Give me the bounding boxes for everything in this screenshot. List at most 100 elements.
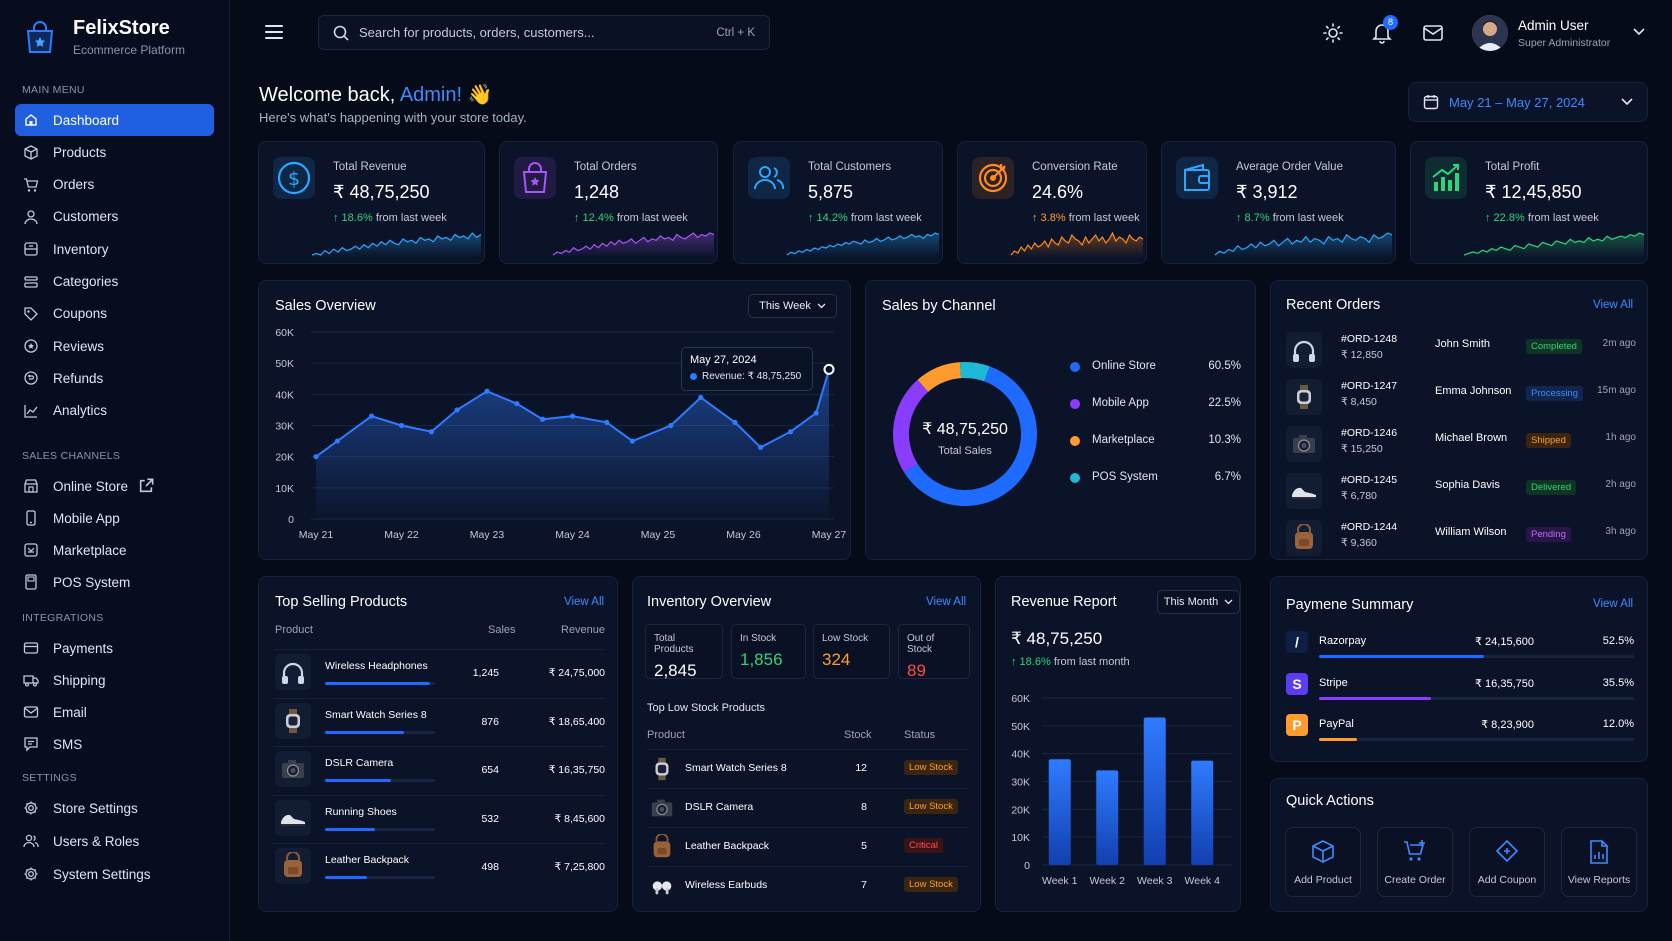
sales-data-point[interactable] [629, 438, 635, 444]
sales-data-point[interactable] [368, 413, 375, 419]
inventory-stat-box[interactable]: In Stock 1,856 [731, 624, 806, 679]
sidebar-item-analytics[interactable]: Analytics [15, 395, 214, 427]
hamburger-menu-icon[interactable] [265, 24, 283, 40]
chevron-down-icon[interactable] [1633, 28, 1645, 36]
order-row[interactable]: #ORD-1246 ₹ 15,250 Michael Brown Shipped… [1286, 423, 1636, 465]
quick-action-add-product[interactable]: Add Product [1285, 827, 1361, 897]
quick-action-add-coupon[interactable]: Add Coupon [1469, 827, 1545, 897]
sales-data-point[interactable] [484, 388, 490, 394]
stat-card-total-orders[interactable]: Total Orders 1,248 ↑ 12.4% from last wee… [499, 141, 718, 264]
sidebar-item-orders[interactable]: Orders [15, 169, 214, 201]
sales-data-point[interactable] [787, 429, 794, 435]
welcome-subtitle: Here's what's happening with your store … [259, 110, 527, 125]
sidebar-item-mobile-app[interactable]: Mobile App [15, 502, 214, 534]
notifications-button[interactable]: 8 [1372, 15, 1398, 44]
sidebar-item-email[interactable]: Email [15, 696, 214, 728]
table-row[interactable]: Running Shoes 532 ₹ 8,45,600 [273, 794, 605, 839]
stat-card-total-profit[interactable]: Total Profit ₹ 12,45,850 ↑ 22.8% from la… [1410, 141, 1648, 264]
stat-card-average-order-value[interactable]: Average Order Value ₹ 3,912 ↑ 8.7% from … [1161, 141, 1396, 264]
inventory-stat-box[interactable]: Low Stock 324 [813, 624, 890, 679]
donut-slice-marketplace[interactable] [917, 362, 962, 392]
revenue-bar[interactable] [1048, 759, 1071, 865]
sales-data-point[interactable] [428, 429, 435, 435]
sales-period-dropdown[interactable]: This Week [748, 294, 837, 318]
inventory-stat-box[interactable]: Out of Stock 89 [898, 624, 970, 680]
sales-data-point[interactable] [539, 416, 546, 422]
sidebar-item-reviews[interactable]: Reviews [15, 330, 214, 362]
table-row[interactable]: Wireless Earbuds 7 Low Stock [647, 866, 967, 904]
inventory-stat-box[interactable]: Total Products 2,845 [645, 624, 723, 680]
sales-data-point[interactable] [398, 422, 405, 429]
sales-data-point[interactable] [668, 422, 674, 429]
sidebar-item-payments[interactable]: Payments [15, 632, 214, 664]
payment-row[interactable]: S Stripe ₹ 16,35,750 35.5% [1286, 672, 1634, 711]
sales-data-point[interactable] [454, 407, 460, 413]
table-row[interactable]: Smart Watch Series 8 12 Low Stock [647, 749, 967, 787]
create-order-icon [1404, 840, 1425, 861]
table-row[interactable]: DSLR Camera 8 Low Stock [647, 788, 967, 826]
sales-data-point[interactable] [732, 419, 738, 425]
sidebar-item-refunds[interactable]: Refunds [15, 362, 214, 394]
sales-data-point[interactable] [604, 419, 610, 425]
donut-slice-pos-system[interactable] [959, 362, 990, 382]
revenue-period-dropdown[interactable]: This Month [1157, 590, 1240, 614]
sales-data-point[interactable] [698, 394, 704, 401]
revenue-bar[interactable] [1191, 760, 1214, 865]
sidebar-item-dashboard[interactable]: Dashboard [15, 104, 214, 136]
table-row[interactable]: DSLR Camera 654 ₹ 16,35,750 [273, 746, 605, 790]
order-amount: ₹ 6,780 [1341, 490, 1377, 502]
quick-action-view-reports[interactable]: View Reports [1561, 827, 1637, 897]
sales-data-point[interactable] [813, 410, 819, 416]
order-row[interactable]: #ORD-1245 ₹ 6,780 Sophia Davis Delivered… [1286, 470, 1636, 512]
user-avatar[interactable] [1472, 15, 1508, 51]
quick-action-create-order[interactable]: Create Order [1377, 827, 1453, 897]
sidebar-item-system-settings[interactable]: System Settings [15, 858, 214, 890]
sidebar-item-marketplace[interactable]: Marketplace [15, 534, 214, 566]
table-row[interactable]: Wireless Headphones 1,245 ₹ 24,75,000 [273, 649, 605, 693]
table-row[interactable]: Leather Backpack 498 ₹ 7,25,800 [273, 843, 605, 887]
recent-orders-view-all-link[interactable]: View All [1593, 299, 1634, 311]
revenue-bar-chart[interactable]: 0 10K 20K 30K 40K 50K 60K Week 1 Week 2 Week 3 Wee… [996, 577, 1242, 913]
sidebar-item-sms[interactable]: SMS [15, 728, 214, 760]
sidebar-item-store-settings[interactable]: Store Settings [15, 792, 214, 824]
order-row[interactable]: #ORD-1247 ₹ 8,450 Emma Johnson Processin… [1286, 376, 1636, 418]
payment-view-all-link[interactable]: View All [1593, 598, 1634, 610]
sales-line-chart[interactable]: 0 10K 20K 30K 40K 50K 60K May 21 May 22 May 23 May… [259, 281, 852, 561]
stat-card-conversion-rate[interactable]: Conversion Rate 24.6% ↑ 3.8% from last w… [957, 141, 1147, 264]
sidebar-item-users-roles[interactable]: Users & Roles [15, 825, 214, 857]
theme-toggle-sun-icon[interactable] [1323, 23, 1343, 43]
sidebar-item-label: Products [53, 144, 107, 160]
search-input[interactable] [359, 25, 717, 40]
stat-card-total-customers[interactable]: Total Customers 5,875 ↑ 14.2% from last … [733, 141, 943, 264]
sidebar-item-products[interactable]: Products [15, 136, 214, 168]
payment-row[interactable]: P PayPal ₹ 8,23,900 12.0% [1286, 714, 1634, 752]
table-row[interactable]: Leather Backpack 5 Critical [647, 827, 967, 865]
search-bar[interactable]: Ctrl + K [318, 15, 770, 50]
sales-data-point[interactable] [334, 438, 340, 444]
sidebar-item-customers[interactable]: Customers [15, 201, 214, 233]
messages-mail-icon[interactable] [1423, 25, 1443, 41]
table-row[interactable]: Smart Watch Series 8 876 ₹ 18,65,400 [273, 697, 605, 742]
order-row[interactable]: #ORD-1248 ₹ 12,850 John Smith Completed … [1286, 329, 1636, 371]
revenue-bar[interactable] [1143, 717, 1166, 865]
date-range-picker[interactable]: May 21 – May 27, 2024 [1408, 82, 1648, 122]
sales-data-point[interactable] [823, 363, 835, 375]
sales-data-point[interactable] [313, 454, 319, 460]
sidebar-item-inventory[interactable]: Inventory [15, 233, 214, 265]
channel-donut-chart[interactable] [880, 349, 1050, 519]
sales-data-point[interactable] [758, 444, 764, 450]
sidebar-item-shipping[interactable]: Shipping [15, 664, 214, 696]
inventory-view-all-link[interactable]: View All [926, 596, 967, 608]
sidebar-item-online-store[interactable]: Online Store [15, 470, 214, 502]
sales-data-point[interactable] [514, 401, 520, 407]
sidebar-item-categories[interactable]: Categories [15, 266, 214, 298]
top-selling-view-all-link[interactable]: View All [564, 596, 605, 608]
stat-card-total-revenue[interactable]: $ Total Revenue ₹ 48,75,250 ↑ 18.6% from… [258, 141, 485, 264]
sidebar-item-coupons[interactable]: Coupons [15, 298, 214, 330]
order-row[interactable]: #ORD-1244 ₹ 9,360 William Wilson Pending… [1286, 517, 1636, 559]
sidebar-item-pos-system[interactable]: POS System [15, 566, 214, 598]
donut-slice-mobile-app[interactable] [893, 379, 929, 473]
payment-row[interactable]: / Razorpay ₹ 24,15,600 52.5% [1286, 631, 1634, 669]
revenue-bar[interactable] [1096, 770, 1119, 865]
sales-data-point[interactable] [569, 413, 576, 419]
